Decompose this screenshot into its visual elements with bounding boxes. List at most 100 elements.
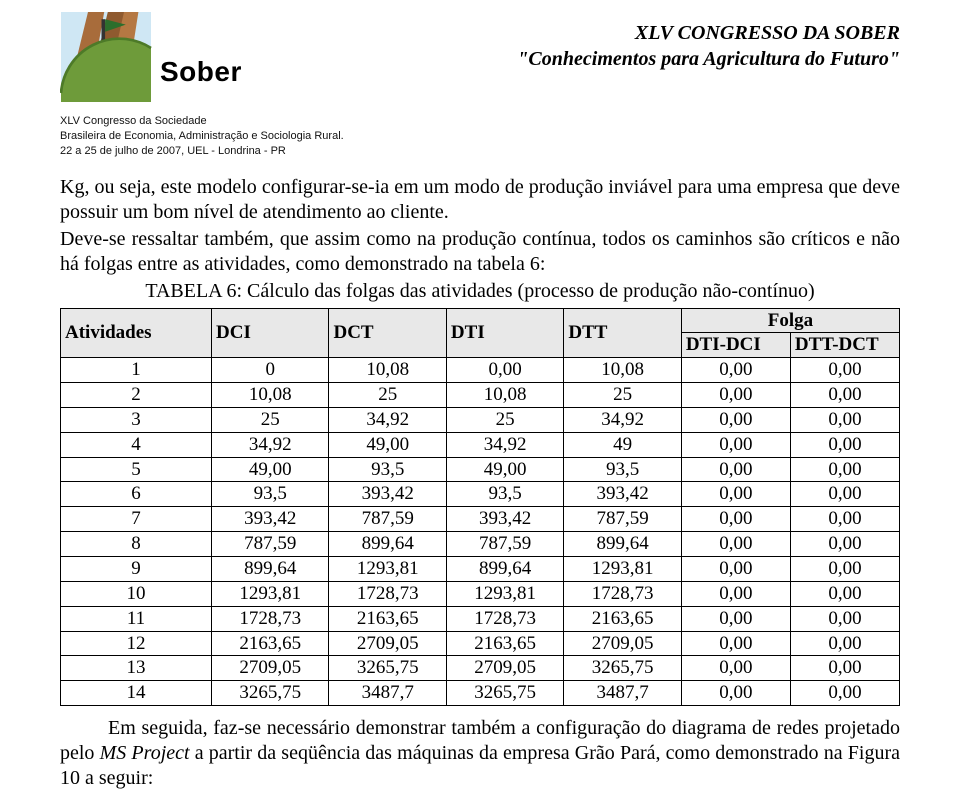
table-row: 101293,811728,731293,811728,730,000,00 (61, 581, 900, 606)
table-cell: 25 (212, 407, 329, 432)
table-cell: 2163,65 (329, 606, 446, 631)
table-cell: 8 (61, 532, 212, 557)
table-cell: 0,00 (681, 556, 790, 581)
table-cell: 0,00 (681, 581, 790, 606)
table-cell: 1728,73 (446, 606, 563, 631)
table-cell: 1293,81 (446, 581, 563, 606)
paragraph-1: Kg, ou seja, este modelo configurar-se-i… (60, 175, 900, 225)
table-cell: 2709,05 (564, 631, 681, 656)
th-dtt-dct: DTT-DCT (790, 333, 899, 358)
table-row: 693,5393,4293,5393,420,000,00 (61, 482, 900, 507)
table-cell: 1293,81 (329, 556, 446, 581)
table-cell: 787,59 (212, 532, 329, 557)
table-cell: 2163,65 (212, 631, 329, 656)
brand-word: Sober (160, 58, 242, 86)
table-cell: 0,00 (681, 432, 790, 457)
table-cell: 0,00 (790, 606, 899, 631)
table-cell: 34,92 (446, 432, 563, 457)
table-cell: 0,00 (681, 606, 790, 631)
th-dci: DCI (212, 308, 329, 358)
paragraph-3: Em seguida, faz-se necessário demonstrar… (60, 716, 900, 791)
table-cell: 7 (61, 507, 212, 532)
table-cell: 0,00 (790, 432, 899, 457)
table-cell: 0,00 (681, 681, 790, 706)
table-cell: 3265,75 (329, 656, 446, 681)
table-cell: 393,42 (212, 507, 329, 532)
table-row: 1010,080,0010,080,000,00 (61, 358, 900, 383)
th-dct: DCT (329, 308, 446, 358)
table-cell: 49,00 (329, 432, 446, 457)
table-cell: 0,00 (790, 507, 899, 532)
table-cell: 5 (61, 457, 212, 482)
table-cell: 93,5 (446, 482, 563, 507)
congress-title: XLV CONGRESSO DA SOBER "Conhecimentos pa… (517, 12, 900, 72)
table-cell: 3265,75 (564, 656, 681, 681)
table-cell: 93,5 (564, 457, 681, 482)
table-cell: 2709,05 (446, 656, 563, 681)
table-cell: 0,00 (681, 358, 790, 383)
table-cell: 93,5 (212, 482, 329, 507)
table-cell: 2163,65 (446, 631, 563, 656)
th-dti: DTI (446, 308, 563, 358)
table-cell: 3265,75 (446, 681, 563, 706)
table-cell: 1293,81 (564, 556, 681, 581)
table-cell: 393,42 (564, 482, 681, 507)
congress-line-2: "Conhecimentos para Agricultura do Futur… (517, 46, 900, 72)
table-cell: 0,00 (790, 407, 899, 432)
table-cell: 0 (212, 358, 329, 383)
table-row: 122163,652709,052163,652709,050,000,00 (61, 631, 900, 656)
table-row: 210,082510,08250,000,00 (61, 383, 900, 408)
table-cell: 1293,81 (212, 581, 329, 606)
paragraph-2: Deve-se ressaltar também, que assim como… (60, 227, 900, 277)
table-cell: 0,00 (681, 383, 790, 408)
table-cell: 393,42 (329, 482, 446, 507)
table-cell: 2 (61, 383, 212, 408)
table-cell: 93,5 (329, 457, 446, 482)
table-row: 7393,42787,59393,42787,590,000,00 (61, 507, 900, 532)
th-atividades: Atividades (61, 308, 212, 358)
table-cell: 10,08 (212, 383, 329, 408)
table-row: 549,0093,549,0093,50,000,00 (61, 457, 900, 482)
table-cell: 0,00 (681, 507, 790, 532)
org-line-3: 22 a 25 de julho de 2007, UEL - Londrina… (60, 144, 390, 159)
table-cell: 0,00 (790, 532, 899, 557)
table-cell: 2163,65 (564, 606, 681, 631)
table-cell: 899,64 (329, 532, 446, 557)
table-cell: 787,59 (564, 507, 681, 532)
table-cell: 3265,75 (212, 681, 329, 706)
th-folga: Folga (681, 308, 899, 333)
table-cell: 6 (61, 482, 212, 507)
congress-line-1: XLV CONGRESSO DA SOBER (517, 20, 900, 46)
org-subheader: XLV Congresso da Sociedade Brasileira de… (60, 114, 390, 159)
table-cell: 787,59 (329, 507, 446, 532)
table-cell: 4 (61, 432, 212, 457)
table-cell: 899,64 (212, 556, 329, 581)
table-cell: 10,08 (446, 383, 563, 408)
org-line-2: Brasileira de Economia, Administração e … (60, 129, 390, 144)
table-cell: 3487,7 (329, 681, 446, 706)
table-cell: 0,00 (790, 358, 899, 383)
logo-block: Sober (60, 12, 242, 102)
table-cell: 10 (61, 581, 212, 606)
table-cell: 0,00 (790, 681, 899, 706)
table-cell: 0,00 (790, 556, 899, 581)
table-cell: 0,00 (790, 631, 899, 656)
table-cell: 25 (446, 407, 563, 432)
table-cell: 0,00 (790, 656, 899, 681)
table-cell: 34,92 (329, 407, 446, 432)
table-cell: 0,00 (790, 482, 899, 507)
folga-table: Atividades DCI DCT DTI DTT Folga DTI-DCI… (60, 308, 900, 707)
table-cell: 34,92 (564, 407, 681, 432)
table-cell: 13 (61, 656, 212, 681)
table-row: 111728,732163,651728,732163,650,000,00 (61, 606, 900, 631)
sober-logo-icon (60, 12, 152, 102)
table-cell: 49,00 (212, 457, 329, 482)
p3-italic: MS Project (100, 742, 190, 764)
table-cell: 25 (329, 383, 446, 408)
table-cell: 0,00 (790, 383, 899, 408)
th-dti-dci: DTI-DCI (681, 333, 790, 358)
table-cell: 11 (61, 606, 212, 631)
table-cell: 0,00 (790, 457, 899, 482)
table-cell: 899,64 (446, 556, 563, 581)
table-cell: 3487,7 (564, 681, 681, 706)
